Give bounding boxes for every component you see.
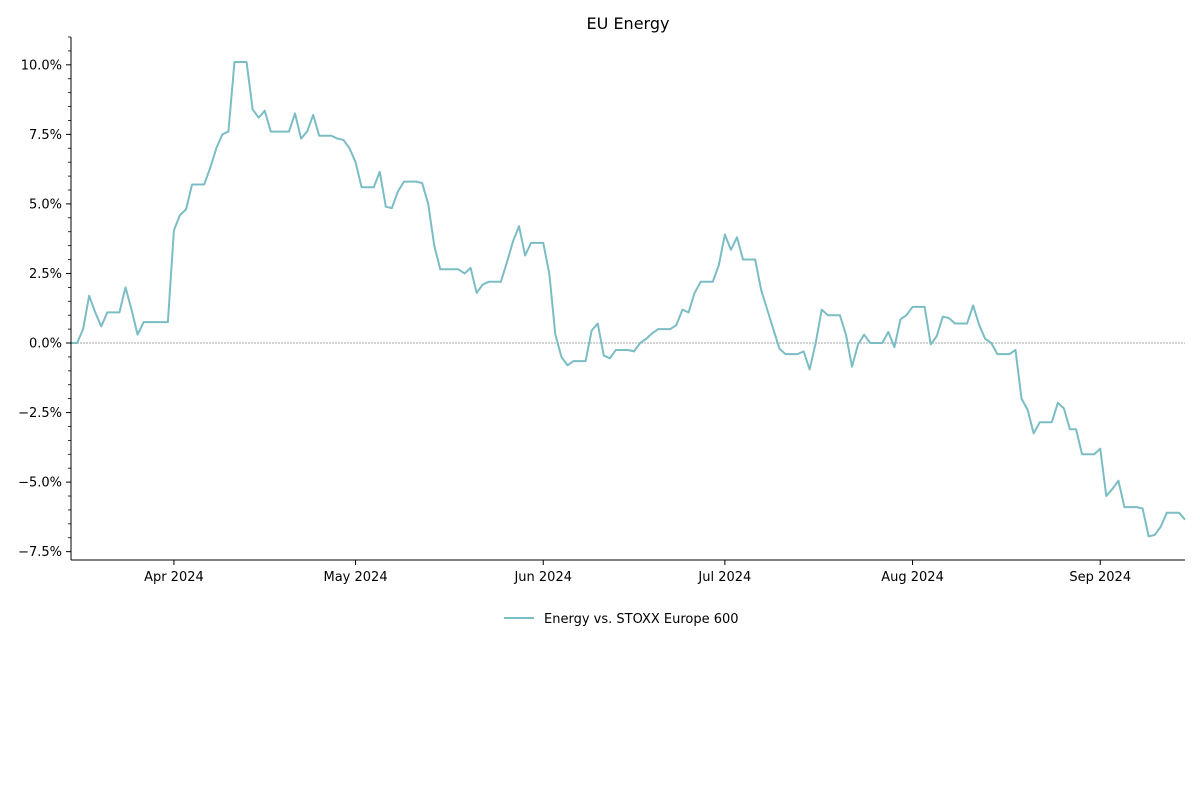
axes xyxy=(70,37,1185,561)
x-tick-label: Aug 2024 xyxy=(881,570,944,585)
y-axis-ticks: −7.5% −5.0% −2.5% 0.0% 2.5% 5.0% 7.5% 10.0% xyxy=(18,36,71,560)
y-tick-label: 2.5% xyxy=(29,267,62,282)
y-tick-label: −7.5% xyxy=(18,545,62,560)
y-tick-label: −2.5% xyxy=(18,406,62,421)
series-layer xyxy=(71,61,1186,538)
y-tick-label: 5.0% xyxy=(29,197,62,212)
legend: Energy vs. STOXX Europe 600 xyxy=(504,612,739,627)
x-axis-ticks: Apr 2024 May 2024 Jun 2024 Jul 2024 Aug 2024… xyxy=(144,560,1131,585)
x-tick-label: Jun 2024 xyxy=(513,570,572,585)
x-tick-label: May 2024 xyxy=(324,570,388,585)
y-tick-label: 0.0% xyxy=(29,337,62,352)
x-tick-label: Apr 2024 xyxy=(144,570,204,585)
y-tick-label: −5.0% xyxy=(18,476,62,491)
chart-title: EU Energy xyxy=(587,14,670,33)
y-tick-label: 10.0% xyxy=(21,58,62,73)
x-tick-label: Jul 2024 xyxy=(697,570,751,585)
legend-label-energy: Energy vs. STOXX Europe 600 xyxy=(544,612,739,627)
y-tick-label: 7.5% xyxy=(29,128,62,143)
x-tick-label: Sep 2024 xyxy=(1069,570,1131,585)
series-line-energy xyxy=(71,61,1186,538)
